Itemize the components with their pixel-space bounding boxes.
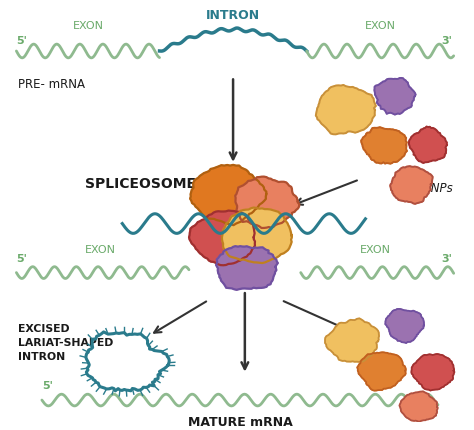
Text: PRE- mRNA: PRE- mRNA — [18, 78, 85, 92]
Text: 5': 5' — [17, 254, 27, 264]
Text: 3': 3' — [441, 36, 452, 46]
Text: EXON: EXON — [360, 245, 391, 255]
Text: EXCISED
LARIAT-SHAPED
INTRON: EXCISED LARIAT-SHAPED INTRON — [18, 323, 114, 362]
Polygon shape — [400, 391, 438, 421]
Polygon shape — [385, 309, 424, 343]
Polygon shape — [325, 318, 379, 362]
Text: EXON: EXON — [73, 22, 103, 31]
Text: EXON: EXON — [85, 245, 116, 255]
Text: 3': 3' — [427, 381, 438, 391]
Text: snRNPs: snRNPs — [410, 182, 454, 195]
Text: 3': 3' — [441, 254, 452, 264]
Polygon shape — [216, 246, 278, 290]
Polygon shape — [235, 177, 299, 228]
Polygon shape — [411, 354, 455, 390]
Polygon shape — [374, 78, 416, 114]
Polygon shape — [190, 165, 266, 225]
Text: MATURE mRNA: MATURE mRNA — [188, 416, 292, 429]
Polygon shape — [357, 352, 406, 390]
Polygon shape — [409, 126, 447, 163]
Polygon shape — [316, 85, 376, 134]
Text: EXON: EXON — [365, 22, 396, 31]
Polygon shape — [222, 208, 292, 263]
Text: SPLICEOSOME: SPLICEOSOME — [85, 177, 196, 191]
Polygon shape — [361, 127, 407, 164]
Text: 5': 5' — [42, 381, 53, 391]
Polygon shape — [189, 211, 255, 265]
Polygon shape — [390, 166, 433, 204]
Text: INTRON: INTRON — [206, 9, 260, 22]
Text: 5': 5' — [17, 36, 27, 46]
